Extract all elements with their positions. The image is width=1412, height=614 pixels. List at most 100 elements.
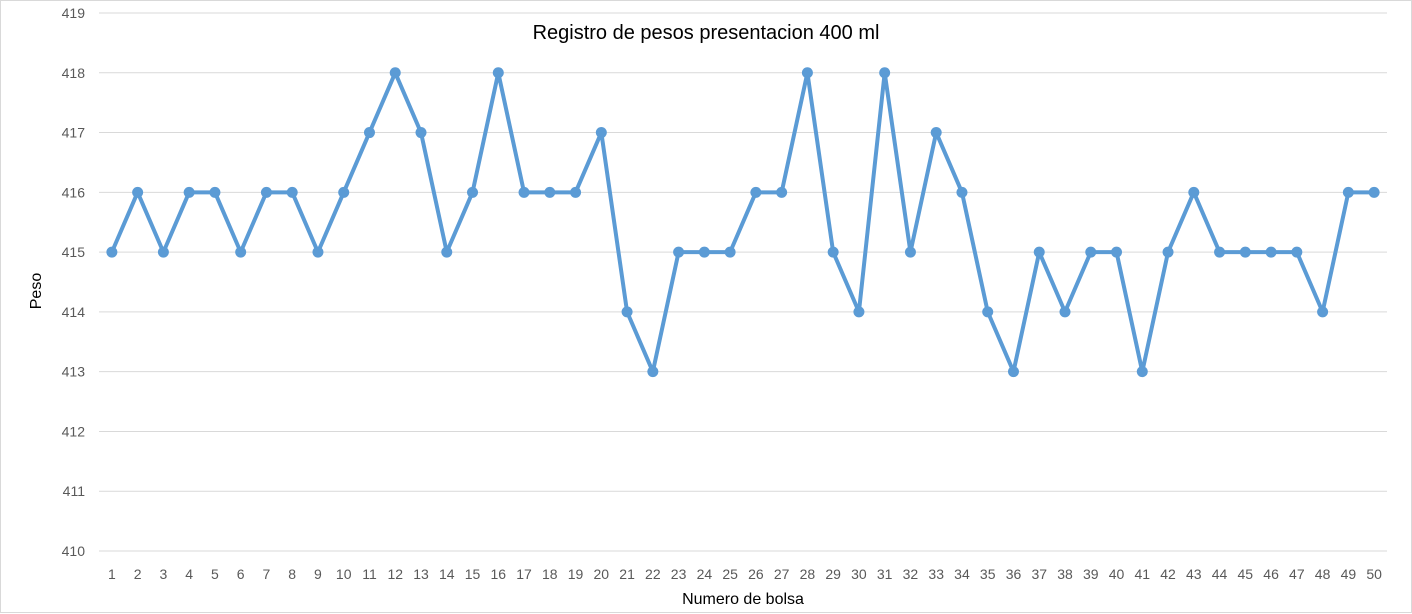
- x-tick-label: 6: [237, 566, 245, 582]
- data-point: [904, 246, 916, 258]
- data-point: [1111, 246, 1123, 258]
- data-point: [389, 67, 401, 79]
- data-point: [879, 67, 891, 79]
- data-point: [853, 306, 865, 318]
- y-tick-label: 414: [62, 304, 86, 320]
- data-point: [724, 246, 736, 258]
- data-point: [1342, 186, 1354, 198]
- x-tick-label: 20: [594, 566, 610, 582]
- data-point: [441, 246, 453, 258]
- x-tick-label: 2: [134, 566, 142, 582]
- x-tick-label: 21: [619, 566, 635, 582]
- data-point: [1239, 246, 1251, 258]
- data-point: [595, 127, 607, 139]
- x-tick-label: 19: [568, 566, 584, 582]
- data-point: [930, 127, 942, 139]
- x-tick-label: 41: [1134, 566, 1150, 582]
- x-tick-label: 39: [1083, 566, 1099, 582]
- x-tick-label: 28: [800, 566, 816, 582]
- x-tick-label: 29: [825, 566, 841, 582]
- data-point: [776, 186, 788, 198]
- y-tick-label: 416: [62, 184, 86, 200]
- y-axis-label: Peso: [28, 273, 45, 310]
- data-point: [982, 306, 994, 318]
- y-tick-label: 418: [62, 65, 86, 81]
- x-tick-label: 30: [851, 566, 867, 582]
- x-tick-label: 24: [697, 566, 713, 582]
- data-point: [183, 186, 195, 198]
- x-tick-label: 31: [877, 566, 893, 582]
- data-point: [492, 67, 504, 79]
- data-point: [132, 186, 144, 198]
- data-point: [1291, 246, 1303, 258]
- x-tick-label: 11: [362, 566, 377, 582]
- x-tick-label: 22: [645, 566, 661, 582]
- x-tick-label: 5: [211, 566, 219, 582]
- data-point: [209, 186, 221, 198]
- x-tick-label: 3: [160, 566, 168, 582]
- x-tick-label: 25: [722, 566, 738, 582]
- x-tick-label: 46: [1263, 566, 1279, 582]
- data-point: [467, 186, 479, 198]
- data-point: [1007, 366, 1019, 378]
- x-tick-label: 26: [748, 566, 764, 582]
- data-point: [1059, 306, 1071, 318]
- x-axis-label: Numero de bolsa: [682, 591, 804, 608]
- data-point: [1368, 186, 1380, 198]
- data-point: [1085, 246, 1097, 258]
- data-point: [106, 246, 118, 258]
- data-point: [338, 186, 350, 198]
- x-tick-label: 8: [288, 566, 296, 582]
- x-tick-label: 40: [1109, 566, 1125, 582]
- x-tick-label: 33: [928, 566, 944, 582]
- x-tick-label: 10: [336, 566, 352, 582]
- x-tick-label: 45: [1238, 566, 1254, 582]
- x-tick-label: 14: [439, 566, 455, 582]
- data-point: [698, 246, 710, 258]
- y-tick-label: 410: [62, 543, 86, 559]
- x-tick-label: 32: [903, 566, 919, 582]
- x-tick-label: 37: [1031, 566, 1047, 582]
- data-point: [750, 186, 762, 198]
- x-tick-label: 27: [774, 566, 790, 582]
- x-tick-label: 1: [108, 566, 116, 582]
- data-points: [106, 67, 1380, 378]
- chart-title: Registro de pesos presentacion 400 ml: [533, 22, 880, 44]
- data-point: [1188, 186, 1200, 198]
- data-point: [647, 366, 659, 378]
- data-point: [312, 246, 324, 258]
- x-tick-label: 17: [516, 566, 532, 582]
- y-axis-ticks: 410 411 412 413 414 415 416 417 418 419: [62, 5, 86, 559]
- y-tick-label: 419: [62, 5, 86, 21]
- x-tick-label: 50: [1366, 566, 1382, 582]
- y-tick-label: 412: [62, 423, 86, 439]
- data-point: [363, 127, 375, 139]
- x-tick-label: 42: [1160, 566, 1176, 582]
- data-point: [1136, 366, 1148, 378]
- x-tick-label: 16: [490, 566, 506, 582]
- x-tick-label: 44: [1212, 566, 1228, 582]
- x-tick-label: 18: [542, 566, 558, 582]
- x-tick-label: 47: [1289, 566, 1305, 582]
- x-tick-label: 7: [263, 566, 271, 582]
- data-point: [415, 127, 427, 139]
- x-tick-label: 15: [465, 566, 481, 582]
- x-tick-label: 38: [1057, 566, 1073, 582]
- x-tick-label: 35: [980, 566, 996, 582]
- data-point: [1265, 246, 1277, 258]
- x-tick-label: 34: [954, 566, 970, 582]
- data-point: [1214, 246, 1226, 258]
- y-tick-label: 411: [63, 483, 86, 499]
- x-tick-label: 36: [1006, 566, 1022, 582]
- data-point: [956, 186, 968, 198]
- x-tick-label: 4: [185, 566, 193, 582]
- y-tick-label: 413: [62, 364, 86, 380]
- data-point: [286, 186, 298, 198]
- data-point: [827, 246, 839, 258]
- data-point: [157, 246, 169, 258]
- data-point: [1317, 306, 1329, 318]
- x-axis-ticks: 1 2 3 4 5 6 7 8 9 10 11 12 13 14 15 16 17 18 19 20 21 22 23 24 2…: [108, 566, 1382, 582]
- data-point: [621, 306, 633, 318]
- data-point: [235, 246, 247, 258]
